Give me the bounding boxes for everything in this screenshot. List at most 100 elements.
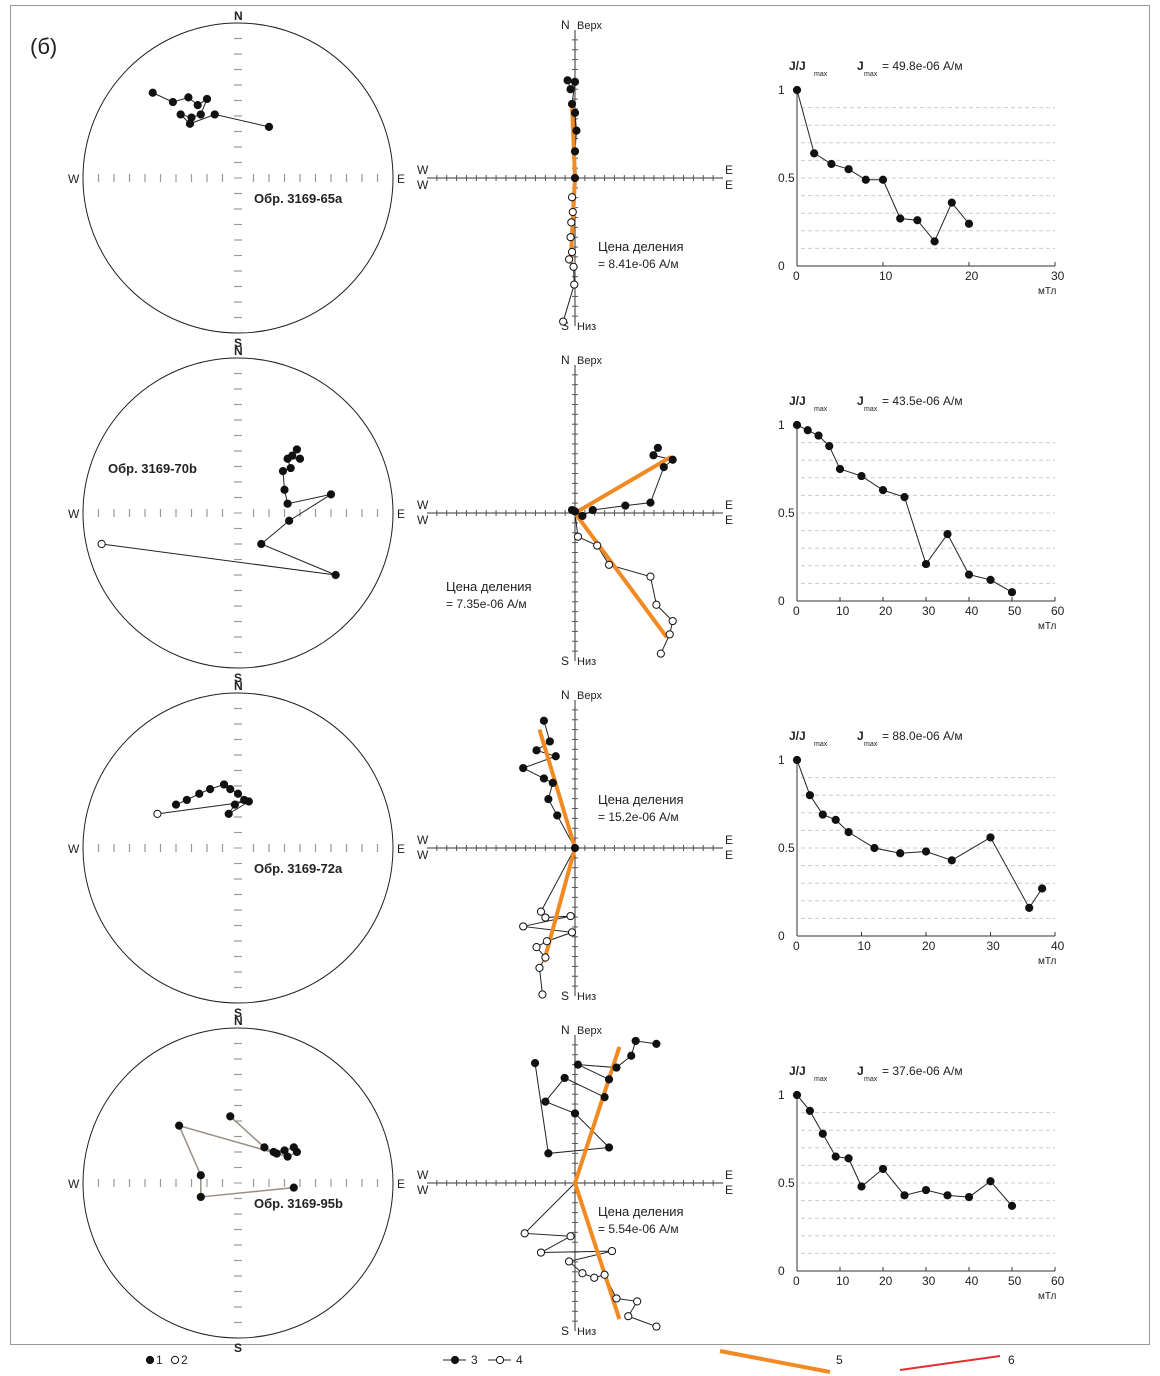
zijder-east-label-top: E (725, 163, 733, 177)
stereonet-point-filled (264, 122, 274, 131)
decay-ylabel: J/J (789, 729, 806, 743)
stereonet-east-label: E (397, 842, 405, 856)
zijder-point-horizontal (560, 1073, 569, 1083)
stereonet-point-filled (233, 789, 243, 798)
zijder-point-vertical (559, 317, 568, 326)
zijder-point-horizontal (570, 108, 580, 117)
zijder-point-horizontal (659, 463, 668, 472)
decay-x-unit: мТл (1038, 621, 1057, 632)
zijder-point-horizontal (631, 1036, 640, 1046)
zijder-point-horizontal (519, 763, 528, 773)
stereonet-point-filled (283, 499, 292, 508)
decay-point (930, 237, 939, 246)
zijder-point-vertical (652, 600, 661, 609)
stereonet-point-filled (206, 785, 215, 794)
decay-point (943, 1191, 952, 1200)
zijder-north-label: N (561, 1023, 570, 1037)
decay-point (803, 426, 812, 435)
zijder-point-vertical (542, 937, 551, 946)
decay-y-tick-label: 0 (778, 929, 785, 943)
decay-x-tick-label: 20 (922, 939, 936, 953)
stereonet-point-filled (280, 485, 289, 494)
decay-point (921, 1185, 931, 1195)
zijder-point-horizontal (604, 1075, 614, 1084)
decay-point (870, 843, 879, 853)
decay-x-tick-label: 20 (965, 269, 979, 283)
legend-label-5: 5 (836, 1353, 843, 1367)
zijder-point-vertical (570, 280, 579, 289)
zijder-point-horizontal (570, 147, 580, 156)
stereonet-point-filled (193, 101, 202, 110)
decay-jmax-sub: max (864, 406, 878, 413)
decay-point (878, 486, 888, 495)
decay-point (921, 847, 931, 856)
decay-point (844, 828, 853, 837)
stereonet-west-label: W (68, 172, 80, 186)
zijder-point-vertical (604, 560, 614, 569)
decay-point (964, 570, 974, 579)
zijder-point-horizontal (570, 173, 580, 183)
zijder-east-label-bottom: E (725, 848, 733, 862)
decay-point (921, 559, 931, 569)
zijder-point-vertical (538, 990, 547, 999)
decay-x-tick-label: 10 (858, 939, 872, 953)
zijder-point-horizontal (652, 1039, 661, 1048)
decay-jmax-value: = 43.5e-06 А/м (882, 394, 963, 408)
decay-point (818, 1129, 827, 1138)
stereonet-east-label: E (397, 172, 405, 186)
zijder-point-horizontal (545, 737, 554, 746)
zijder-south-label: S (561, 319, 569, 333)
decay-y-tick-label: 0.5 (778, 841, 795, 855)
zijder-point-vertical (612, 1294, 621, 1303)
figure-label: (б) (30, 34, 58, 59)
legend-symbol-3 (450, 1355, 460, 1365)
zijder-point-vertical (568, 207, 577, 217)
decay-x-unit: мТл (1038, 286, 1057, 297)
stereonet-point-filled (292, 445, 301, 454)
decay-jmax-label: J (857, 394, 864, 408)
zijder-east-label-top: E (725, 1168, 733, 1182)
decay-point (986, 1177, 995, 1186)
decay-point (810, 149, 819, 158)
stereonet-east-label: E (397, 507, 405, 521)
decay-ylabel: J/J (789, 394, 806, 408)
decay-ylabel-sub: max (814, 741, 828, 748)
decay-point (986, 833, 995, 842)
zijder-up-label: Верх (577, 355, 602, 367)
figure-frame (10, 5, 1150, 1345)
zijder-fit-line (537, 729, 578, 963)
zijder-scale-value: = 5.54e-06 А/м (598, 1222, 679, 1236)
zijder-point-vertical (607, 1246, 617, 1256)
zijder-west-label-bottom: W (417, 178, 429, 192)
decay-ylabel-sub: max (814, 1076, 828, 1083)
stereonet-circle (82, 1027, 394, 1339)
stereonet-point-filled (224, 809, 233, 819)
stereonet-point-filled (176, 110, 185, 119)
zijder-point-vertical (564, 1257, 574, 1266)
decay-point (814, 431, 823, 440)
zijder-point-vertical (600, 1270, 609, 1279)
decay-x-tick-label: 60 (1051, 604, 1065, 618)
decay-ylabel: J/J (789, 1064, 806, 1078)
decay-x-tick-label: 10 (836, 1274, 850, 1288)
decay-point (1038, 884, 1047, 893)
legend-label-3: 3 (471, 1353, 478, 1367)
decay-point (792, 755, 802, 765)
zijder-point-horizontal (653, 443, 662, 452)
decay-y-tick-label: 0.5 (778, 1176, 795, 1190)
zijder-scale-value: = 8.41e-06 А/м (598, 257, 679, 271)
zijder-point-vertical (573, 532, 583, 541)
decay-point (792, 420, 802, 430)
decay-x-tick-label: 0 (793, 1274, 800, 1288)
decay-x-tick-label: 30 (987, 939, 1001, 953)
stereonet-west-label: W (68, 507, 80, 521)
zijder-point-vertical (541, 953, 550, 962)
stereonet-path (157, 783, 250, 815)
decay-y-tick-label: 1 (778, 1088, 785, 1102)
decay-jmax-value: = 49.8e-06 А/м (882, 59, 963, 73)
decay-point (792, 1090, 802, 1100)
zijder-west-label-top: W (417, 163, 429, 177)
decay-point (964, 219, 974, 228)
decay-point (844, 165, 853, 174)
